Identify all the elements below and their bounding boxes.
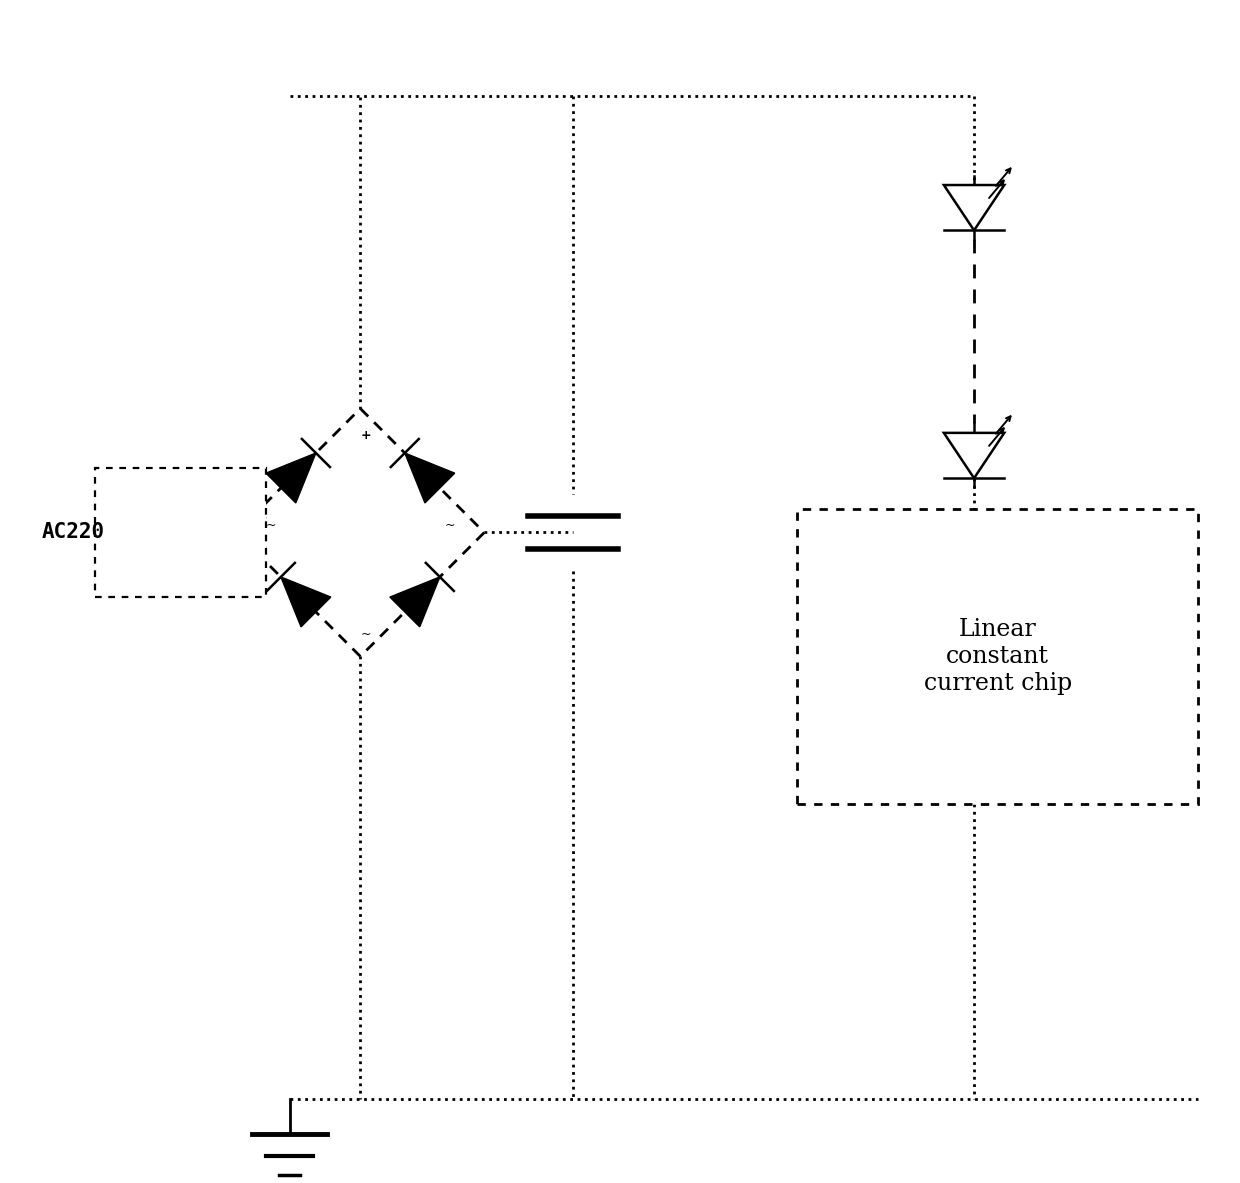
FancyBboxPatch shape — [94, 467, 265, 597]
FancyBboxPatch shape — [797, 509, 1198, 804]
Polygon shape — [389, 577, 440, 627]
Text: ~: ~ — [361, 628, 372, 641]
Text: +: + — [361, 429, 372, 442]
Text: ~: ~ — [444, 519, 455, 532]
Polygon shape — [944, 185, 1004, 231]
Polygon shape — [404, 453, 455, 503]
Text: Linear
constant
current chip: Linear constant current chip — [924, 619, 1071, 694]
Polygon shape — [265, 453, 316, 503]
Polygon shape — [281, 577, 331, 627]
Text: ~: ~ — [265, 519, 277, 532]
Polygon shape — [944, 433, 1004, 478]
Text: AC220: AC220 — [42, 523, 105, 543]
